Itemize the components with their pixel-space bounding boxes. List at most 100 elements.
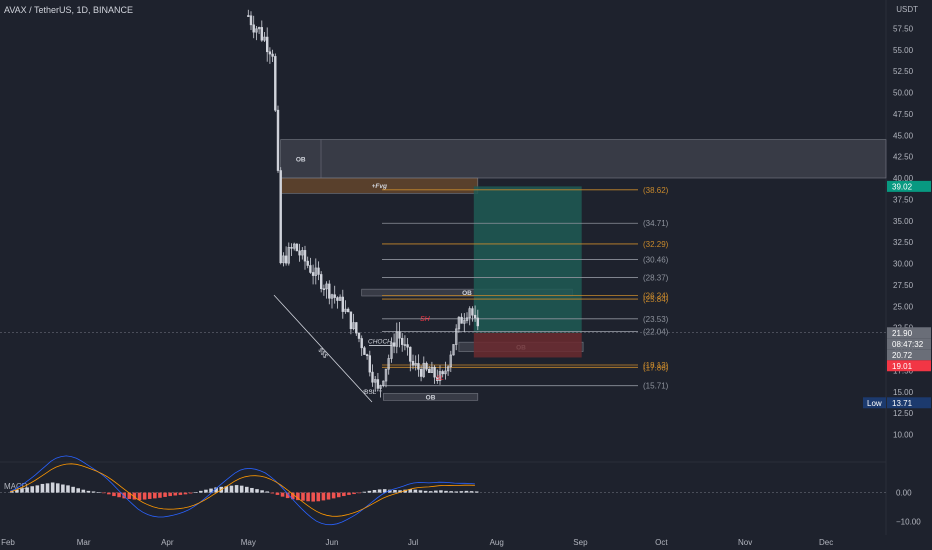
fib-level-label: (32.29) <box>643 240 669 249</box>
stop-zone <box>473 332 582 358</box>
macd-histogram-bar <box>229 485 234 493</box>
fib-level-label: (28.37) <box>643 273 669 282</box>
x-tick-label: Sep <box>573 538 588 547</box>
candle-body <box>328 283 331 299</box>
y-tick-label: 10.00 <box>893 431 914 440</box>
macd-histogram-bar <box>454 491 459 493</box>
candle-body <box>463 320 466 324</box>
macd-histogram-bar <box>326 492 331 500</box>
candle-body <box>314 267 317 276</box>
fib-level-label: (34.71) <box>643 219 669 228</box>
candle-body <box>452 344 455 356</box>
candle-body <box>473 314 477 319</box>
macd-histogram-bar <box>10 491 14 493</box>
candle-body <box>371 371 374 383</box>
macd-histogram-bar <box>428 491 433 493</box>
candle-body <box>400 337 404 345</box>
candle-body <box>322 288 326 291</box>
macd-histogram-bar <box>45 483 50 493</box>
macd-histogram-bar <box>331 492 336 499</box>
macd-histogram-bar <box>464 490 469 493</box>
macd-histogram-bar <box>86 490 91 493</box>
candle-body <box>411 361 415 366</box>
annotation-label: BSL <box>364 389 377 396</box>
candle-body <box>422 362 425 377</box>
macd-histogram-bar <box>127 492 132 499</box>
y-tick-label: 40.00 <box>893 174 914 183</box>
candle-body <box>387 358 390 370</box>
candle-body <box>438 371 442 382</box>
macd-histogram-bar <box>444 490 448 493</box>
candle-body <box>409 346 412 362</box>
price-label: 39.02 <box>892 182 913 191</box>
macd-histogram-bar <box>393 489 397 493</box>
macd-histogram-bar <box>81 489 86 493</box>
macd-histogram-bar <box>408 489 413 493</box>
chart-title: AVAX / TetherUS, 1D, BINANCE <box>4 5 134 15</box>
macd-histogram-bar <box>285 492 290 499</box>
x-tick-label: Oct <box>655 538 668 547</box>
candle-body <box>349 311 353 330</box>
annotation-label: $$$ <box>316 347 328 360</box>
macd-histogram-bar <box>280 492 285 497</box>
y-tick-label: 12.50 <box>893 409 914 418</box>
candle-body <box>368 355 371 373</box>
y-tick-label: 47.50 <box>893 110 914 119</box>
macd-label: MACD <box>4 482 28 491</box>
price-label: 13.71 <box>892 399 913 408</box>
price-label-box <box>887 349 931 361</box>
price-label-box <box>887 327 931 339</box>
candle-body <box>449 354 452 368</box>
y-tick-label: 42.50 <box>893 153 914 162</box>
price-label-box <box>887 338 931 350</box>
candle-body <box>292 243 296 249</box>
candle-body <box>357 332 361 339</box>
x-tick-label: Nov <box>738 538 752 547</box>
macd-histogram-bar <box>50 482 55 493</box>
macd-histogram-bar <box>377 489 382 493</box>
candle-body <box>430 366 434 373</box>
x-tick-label: May <box>241 538 256 547</box>
candle-body <box>471 308 474 316</box>
macd-histogram-bar <box>158 492 162 498</box>
candle-body <box>284 255 288 264</box>
fib-level-label: (38.62) <box>643 186 669 195</box>
macd-histogram-bar <box>204 489 208 493</box>
x-tick-label: Jun <box>326 538 339 547</box>
candle-body <box>390 342 393 359</box>
macd-line <box>9 455 475 526</box>
x-tick-label: Dec <box>819 538 833 547</box>
macd-histogram-bar <box>117 492 121 498</box>
candle-body <box>441 371 444 375</box>
macd-histogram-bar <box>168 492 172 497</box>
candle-body <box>373 379 377 383</box>
price-label-box <box>887 180 931 192</box>
candle-body <box>247 15 250 17</box>
macd-histogram-bar <box>260 490 264 493</box>
candle-body <box>249 15 253 26</box>
candle-body <box>346 308 350 313</box>
macd-histogram-bar <box>173 492 178 496</box>
macd-y-tick: −10.00 <box>896 518 921 527</box>
price-label-box <box>887 360 931 372</box>
fib-level-label: (17.86) <box>643 363 669 372</box>
y-tick-label: 32.50 <box>893 238 914 247</box>
candle-body <box>446 366 450 372</box>
candle-body <box>279 170 282 264</box>
price-label-prefix-box <box>863 397 886 409</box>
macd-histogram-bar <box>469 491 474 493</box>
macd-histogram-bar <box>403 489 407 493</box>
fib-level-label: (25.84) <box>643 295 669 304</box>
candle-body <box>395 331 398 347</box>
candle-body <box>352 322 355 330</box>
y-tick-label: 25.00 <box>893 302 914 311</box>
y-tick-label: 35.00 <box>893 217 914 226</box>
price-label: 20.72 <box>892 351 913 360</box>
candle-body <box>460 316 463 324</box>
macd-histogram-bar <box>270 492 275 494</box>
candle-body <box>268 51 272 55</box>
macd-histogram-bar <box>15 489 19 493</box>
macd-histogram-bar <box>301 492 305 501</box>
annotation-label: SH <box>420 316 431 323</box>
